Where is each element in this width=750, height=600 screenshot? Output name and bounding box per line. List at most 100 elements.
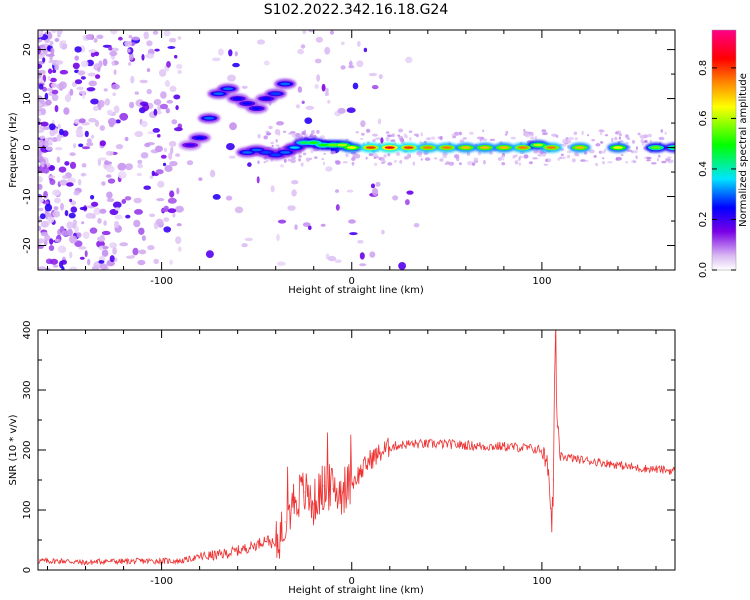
noise-blob xyxy=(380,161,385,164)
noise-blob xyxy=(175,105,179,111)
noise-blob xyxy=(270,141,275,145)
noise-blob xyxy=(129,101,135,109)
noise-blob xyxy=(69,152,76,157)
snr-data-point xyxy=(161,560,163,562)
noise-blob xyxy=(625,141,629,145)
noise-blob xyxy=(512,155,516,159)
spectrogram-x-axis-label: Height of straight line (km) xyxy=(288,285,424,296)
noise-blob xyxy=(228,155,236,159)
noise-blob xyxy=(175,205,184,213)
snr-data-point xyxy=(370,458,372,460)
noise-blob xyxy=(335,204,340,211)
noise-blob xyxy=(314,84,319,89)
ridge-core xyxy=(498,146,509,149)
noise-blob xyxy=(113,69,117,75)
noise-blob xyxy=(300,44,306,49)
noise-blob xyxy=(127,48,131,53)
noise-blob xyxy=(138,227,145,235)
noise-blob xyxy=(106,165,115,173)
noise-blob xyxy=(381,157,385,161)
noise-blob xyxy=(57,245,67,254)
noise-blob xyxy=(283,159,287,163)
noise-blob xyxy=(302,30,307,35)
ridge-core xyxy=(574,146,585,149)
noise-blob xyxy=(276,121,284,126)
noise-blob xyxy=(510,136,516,140)
noise-blob xyxy=(523,154,529,159)
noise-blob xyxy=(244,237,253,242)
noise-blob xyxy=(103,220,107,226)
noise-blob xyxy=(157,134,161,138)
noise-blob xyxy=(175,153,181,157)
noise-blob xyxy=(52,210,61,218)
snr-data-point xyxy=(104,560,106,562)
ridge-core xyxy=(261,97,272,100)
noise-blob xyxy=(57,123,61,130)
noise-blob xyxy=(38,142,43,149)
noise-blob xyxy=(300,162,304,167)
noise-blob xyxy=(74,55,79,61)
noise-blob xyxy=(658,136,665,141)
noise-blob xyxy=(614,136,618,141)
noise-blob xyxy=(305,157,310,162)
noise-blob xyxy=(129,52,134,61)
noise-blob xyxy=(360,137,364,140)
colorbar: 0.0 0.2 0.4 0.6 0.8 Normalized spectral ampl… xyxy=(698,29,749,278)
snr-data-point xyxy=(446,443,448,445)
noise-blob xyxy=(288,132,292,135)
noise-blob xyxy=(130,75,135,84)
noise-blob xyxy=(38,117,41,123)
snr-data-point xyxy=(484,445,486,447)
noise-blob xyxy=(124,136,129,142)
x-tick-label: 100 xyxy=(532,576,551,587)
noise-blob xyxy=(424,157,431,161)
noise-blob xyxy=(633,150,638,154)
noise-blob xyxy=(385,131,390,134)
noise-blob xyxy=(626,137,631,140)
snr-data-point xyxy=(408,443,410,445)
noise-blob xyxy=(70,206,78,213)
noise-blob xyxy=(386,134,393,138)
noise-blob xyxy=(143,185,151,190)
noise-blob xyxy=(163,226,171,233)
noise-blob xyxy=(64,94,72,103)
noise-blob xyxy=(103,88,108,92)
snr-data-point xyxy=(199,556,201,558)
noise-blob xyxy=(137,159,143,164)
colorbar-tick-label: 0.8 xyxy=(698,60,709,76)
noise-blob xyxy=(385,136,390,142)
noise-blob xyxy=(394,159,397,163)
snr-data-point xyxy=(427,443,429,445)
colorbar-tick-label: 0.6 xyxy=(698,110,709,126)
noise-blob xyxy=(72,223,76,229)
noise-blob xyxy=(357,240,364,244)
noise-blob xyxy=(161,208,169,213)
noise-blob xyxy=(209,169,216,178)
noise-blob xyxy=(99,125,106,131)
noise-blob xyxy=(378,74,383,80)
noise-blob xyxy=(38,83,44,90)
noise-blob xyxy=(466,151,471,156)
noise-blob xyxy=(105,174,112,178)
noise-blob xyxy=(108,120,115,128)
noise-blob xyxy=(155,218,164,226)
noise-blob xyxy=(38,266,47,270)
noise-blob xyxy=(335,189,339,193)
noise-blob xyxy=(63,107,70,115)
noise-blob xyxy=(615,156,622,161)
noise-blob xyxy=(54,64,59,71)
noise-blob xyxy=(87,72,96,77)
noise-blob xyxy=(545,158,548,162)
noise-blob xyxy=(45,99,52,106)
noise-blob xyxy=(566,150,572,154)
noise-blob xyxy=(372,188,379,196)
noise-blob xyxy=(119,242,129,247)
noise-blob xyxy=(171,119,178,125)
noise-blob xyxy=(374,162,378,166)
noise-blob xyxy=(168,37,177,43)
noise-blob xyxy=(660,129,664,133)
noise-blob xyxy=(172,212,176,218)
noise-blob xyxy=(55,147,63,151)
